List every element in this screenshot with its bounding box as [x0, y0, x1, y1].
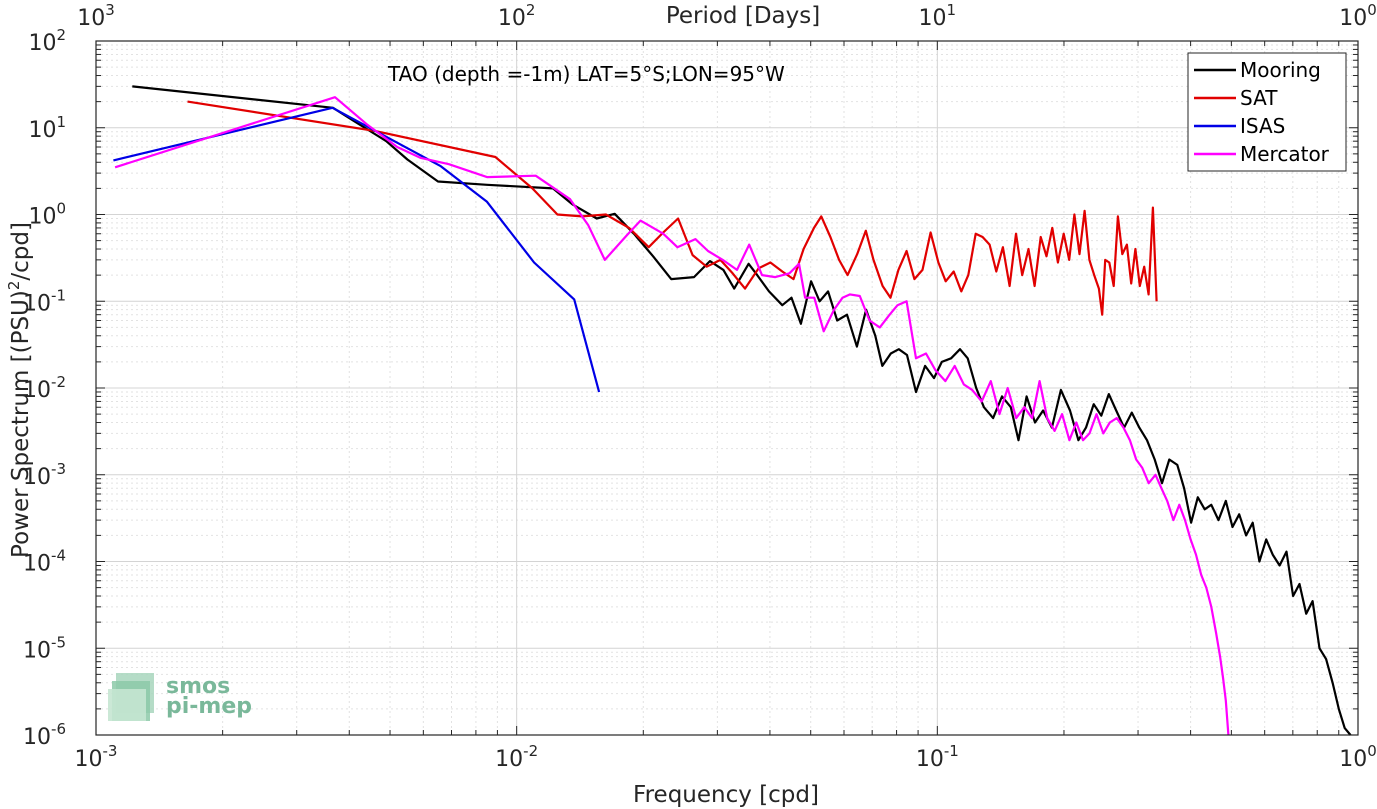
y-tick-label-base: 10	[28, 205, 56, 230]
x-tick-label-exp: -2	[523, 742, 538, 760]
chart-annotation: TAO (depth =-1m) LAT=5°S;LON=95°W	[387, 62, 785, 86]
x-tick-label-base: 10	[1339, 747, 1367, 772]
x2-tick-label-base: 10	[77, 6, 105, 31]
y-tick-label: 102	[28, 26, 66, 56]
y-tick-label-base: 10	[23, 552, 51, 577]
y-tick-label: 100	[28, 200, 66, 230]
logo-mark-front	[108, 689, 146, 721]
y-tick-label-exp: -6	[51, 720, 66, 738]
y-tick-label-exp: 2	[56, 26, 66, 44]
x2-tick-label-exp: 0	[1367, 1, 1377, 19]
x-tick-label: 100	[1339, 742, 1377, 772]
x-tick-label: 10-1	[916, 742, 959, 772]
x-tick-label-exp: -3	[103, 742, 118, 760]
y-tick-label-exp: -4	[51, 547, 66, 565]
x2-tick-label: 103	[77, 1, 115, 31]
series-line-mercator	[114, 96, 1230, 736]
y-tick-label: 10-5	[23, 633, 66, 663]
y-tick-label: 101	[28, 113, 66, 143]
x-tick-label: 10-2	[495, 742, 538, 772]
y-tick-label-exp: -5	[51, 633, 66, 651]
y-tick-label: 10-2	[23, 373, 66, 403]
series-line-isas	[113, 106, 601, 393]
y-tick-label-exp: 0	[56, 200, 66, 218]
legend-label-mercator: Mercator	[1240, 142, 1330, 166]
x-tick-label: 10-3	[75, 742, 118, 772]
y-axis-label-main: Power Spectrum [(PSU)	[8, 290, 34, 558]
x-tick-label-exp: -1	[944, 742, 959, 760]
y-axis-label: Power Spectrum [(PSU)2/cpd]	[5, 222, 34, 558]
legend-label-isas: ISAS	[1240, 114, 1285, 138]
x2-axis-label: Period [Days]	[666, 3, 820, 29]
y-tick-label-base: 10	[23, 378, 51, 403]
y-tick-label-exp: -2	[51, 373, 66, 391]
grid-major	[95, 40, 1359, 736]
legend-label-mooring: Mooring	[1240, 58, 1321, 82]
x2-tick-label: 101	[919, 1, 957, 31]
smos-pi-mep-logo: smos pi-mep	[108, 673, 252, 721]
y-axis-label-tail: /cpd]	[8, 222, 34, 281]
y-tick-label-base: 10	[23, 291, 51, 316]
x2-tick-label-base: 10	[919, 6, 947, 31]
series-line-mooring	[132, 85, 1352, 736]
x-tick-label-base: 10	[75, 747, 103, 772]
logo-line1: smos	[166, 674, 230, 699]
y-tick-label-base: 10	[28, 31, 56, 56]
legend-label-sat: SAT	[1240, 86, 1278, 110]
y-tick-label-base: 10	[23, 725, 51, 750]
legend-box	[1187, 52, 1347, 172]
series-layer	[113, 85, 1352, 736]
x2-tick-label-exp: 2	[526, 1, 536, 19]
ticks-layer	[95, 40, 1359, 736]
series-line-sat	[187, 100, 1158, 316]
y-tick-label-base: 10	[23, 465, 51, 490]
y-tick-label: 10-6	[23, 720, 66, 750]
y-tick-label: 10-4	[23, 547, 66, 577]
x2-tick-label-base: 10	[498, 6, 526, 31]
x2-tick-label-exp: 1	[947, 1, 957, 19]
x-tick-label-base: 10	[916, 747, 944, 772]
y-tick-label-base: 10	[28, 118, 56, 143]
logo-line2: pi-mep	[166, 694, 252, 719]
y-axis-label-sup: 2	[5, 281, 23, 291]
x2-tick-label: 102	[498, 1, 536, 31]
x2-tick-label: 100	[1339, 1, 1377, 31]
x2-tick-label-base: 10	[1339, 6, 1367, 31]
y-tick-label: 10-1	[23, 286, 66, 316]
legend: Mooring SAT ISAS Mercator	[1187, 52, 1347, 172]
y-tick-label-exp: 1	[56, 113, 66, 131]
x2-tick-label-exp: 3	[105, 1, 115, 19]
y-tick-label: 10-3	[23, 460, 66, 490]
y-tick-label-exp: -1	[51, 286, 66, 304]
y-tick-label-base: 10	[23, 638, 51, 663]
x-tick-label-base: 10	[495, 747, 523, 772]
y-tick-label-exp: -3	[51, 460, 66, 478]
x-axis-label: Frequency [cpd]	[633, 782, 819, 808]
x-tick-label-exp: 0	[1367, 742, 1377, 760]
